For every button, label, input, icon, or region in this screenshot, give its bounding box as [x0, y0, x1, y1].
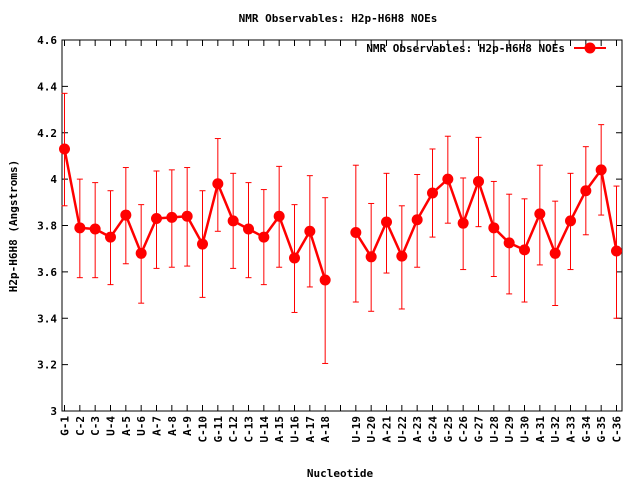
legend-marker-swatch	[584, 42, 596, 54]
x-axis-label: Nucleotide	[307, 467, 374, 480]
data-point	[580, 185, 592, 197]
data-point	[227, 215, 239, 227]
x-tick-label: A-23	[411, 416, 424, 443]
x-tick-label: C-10	[197, 416, 210, 443]
x-tick-label: U-19	[350, 416, 363, 443]
x-tick-label: G-11	[212, 416, 225, 443]
data-point	[212, 178, 224, 190]
x-tick-label: C-2	[74, 416, 87, 436]
legend: NMR Observables: H2p-H6H8 NOEs	[366, 42, 606, 55]
data-point	[135, 247, 147, 259]
y-tick-label: 3	[50, 405, 57, 418]
x-tick-label: U-28	[488, 416, 501, 443]
data-point	[519, 244, 530, 256]
data-point	[565, 215, 576, 227]
x-tick-label: C-3	[89, 416, 102, 436]
data-point	[365, 251, 377, 263]
chart-title: NMR Observables: H2p-H6H8 NOEs	[239, 12, 438, 25]
data-point	[258, 231, 270, 243]
x-tick-label: A-9	[181, 416, 194, 436]
data-point	[549, 247, 561, 259]
data-point	[151, 213, 162, 225]
x-tick-label: U-4	[105, 416, 118, 436]
x-tick-label: A-5	[120, 416, 133, 436]
data-point	[166, 211, 178, 223]
data-point	[74, 222, 86, 234]
plot-frame	[61, 39, 623, 412]
y-axis: 3 3.2 3.4 3.6 3.8 4 4.2 4.4 4.6	[37, 34, 622, 418]
data-point	[89, 223, 101, 235]
data-point	[273, 210, 285, 222]
x-tick-label: A-8	[166, 416, 179, 436]
data-point	[488, 222, 500, 234]
x-tick-label: A-21	[381, 416, 394, 443]
data-point	[197, 238, 208, 250]
data-point	[534, 208, 546, 220]
data-point	[304, 225, 316, 237]
x-tick-label: U-20	[365, 416, 378, 443]
data-point	[243, 223, 254, 235]
x-tick-label: A-33	[565, 416, 578, 443]
y-tick-label: 3.6	[37, 266, 57, 279]
data-point	[181, 210, 193, 222]
x-tick-label: A-15	[273, 416, 286, 443]
y-tick-label: 4.2	[37, 127, 57, 140]
data-point	[411, 214, 423, 226]
x-tick-label: C-26	[457, 416, 470, 443]
legend-label: NMR Observables: H2p-H6H8 NOEs	[366, 42, 565, 55]
data-point	[442, 173, 454, 185]
x-tick-label: A-31	[534, 416, 547, 443]
x-tick-label: U-16	[289, 416, 302, 443]
data-point	[457, 217, 469, 229]
x-tick-label: A-18	[319, 416, 332, 443]
data-point	[289, 252, 300, 264]
x-axis: G-1 C-2 C-3 U-4 A-5 U-6 A-7 A-8 A-9 C-10 G-11 C-12 C…	[59, 40, 624, 443]
x-tick-label: C-13	[243, 416, 256, 443]
x-tick-label: U-22	[396, 416, 409, 443]
data-point	[105, 231, 116, 243]
x-tick-label: G-27	[473, 416, 486, 443]
data-point	[611, 245, 622, 257]
data-point	[396, 250, 408, 262]
y-axis-label: H2p-H6H8 (Angstroms)	[7, 160, 20, 292]
x-tick-label: C-12	[227, 416, 240, 443]
y-tick-label: 3.8	[37, 220, 57, 233]
data-series-line	[63, 148, 618, 281]
y-tick-label: 4.6	[37, 34, 57, 47]
data-point	[381, 216, 392, 228]
series-segment	[354, 168, 618, 259]
y-tick-label: 3.2	[37, 359, 57, 372]
x-tick-label: A-17	[304, 416, 317, 443]
x-tick-label: G-34	[580, 416, 593, 443]
x-tick-label: C-36	[611, 416, 624, 443]
data-point	[59, 143, 70, 155]
x-tick-label: U-14	[258, 416, 271, 443]
x-tick-label: U-6	[135, 416, 148, 436]
x-tick-label: G-1	[59, 416, 72, 436]
x-tick-label: A-7	[151, 416, 164, 436]
x-tick-label: G-25	[442, 416, 455, 443]
data-point	[595, 164, 607, 176]
x-tick-label: G-24	[427, 416, 440, 443]
y-tick-label: 3.4	[37, 312, 57, 325]
data-points	[59, 143, 622, 286]
data-point	[427, 187, 438, 199]
data-point	[319, 274, 331, 286]
error-bars	[61, 92, 620, 364]
x-tick-label: G-35	[595, 416, 608, 443]
series-segment	[63, 148, 327, 281]
y-tick-label: 4	[50, 173, 57, 186]
x-tick-label: U-29	[503, 416, 516, 443]
data-point	[120, 209, 132, 221]
data-point	[473, 175, 484, 187]
data-point	[350, 226, 362, 238]
x-tick-label: U-32	[549, 416, 562, 443]
data-point	[503, 237, 515, 249]
y-tick-label: 4.4	[37, 80, 57, 93]
x-tick-label: U-30	[519, 416, 532, 443]
